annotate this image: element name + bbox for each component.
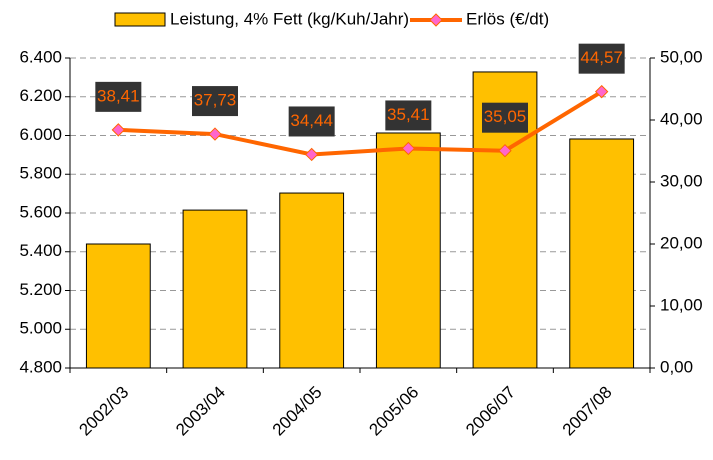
data-label-box: [385, 100, 432, 131]
legend-marker: [429, 13, 443, 27]
data-label: 35,05: [484, 107, 527, 126]
marker: [594, 84, 609, 99]
marker: [304, 147, 319, 162]
y2-tick-label: 20,00: [660, 233, 703, 252]
data-label-box: [192, 86, 238, 117]
data-label: 35,41: [387, 105, 430, 124]
data-label: 37,73: [194, 91, 237, 110]
data-label: 34,44: [290, 111, 333, 130]
y-tick-label: 5.400: [19, 241, 62, 260]
y2-tick-label: 10,00: [660, 295, 703, 314]
y-tick-label: 6.200: [19, 86, 62, 105]
y2-tick-label: 50,00: [660, 47, 703, 66]
y-tick-label: 6.000: [19, 125, 62, 144]
data-label-box: [482, 102, 528, 133]
y-tick-label: 5.200: [19, 280, 62, 299]
marker: [401, 141, 416, 156]
y-tick-label: 4.800: [19, 357, 62, 376]
bar: [375, 132, 441, 369]
y2-tick-label: 30,00: [660, 171, 703, 190]
legend-label: Leistung, 4% Fett (kg/Kuh/Jahr): [170, 9, 409, 28]
data-label: 44,57: [580, 48, 623, 67]
data-label: 38,41: [97, 86, 140, 105]
bar: [85, 243, 151, 369]
y-tick-label: 5.800: [19, 164, 62, 183]
data-label-box: [288, 106, 335, 137]
marker: [111, 123, 126, 137]
line: [118, 89, 603, 157]
y-tick-label: 6.400: [19, 47, 62, 66]
x-tick-label: 2007/08: [559, 383, 616, 440]
x-tick-label: 2006/07: [462, 383, 519, 440]
marker: [498, 143, 512, 158]
y2-tick-label: 40,00: [660, 109, 703, 128]
legend-swatch: [114, 12, 166, 27]
bar: [182, 209, 248, 369]
x-tick-label: 2004/05: [269, 383, 326, 440]
bar: [569, 138, 635, 369]
y-tick-label: 5.000: [19, 319, 62, 338]
data-label-box: [578, 43, 625, 74]
y-tick-label: 5.600: [19, 202, 62, 221]
data-label-box: [95, 81, 142, 112]
legend-label: Erlös (€/dt): [466, 9, 549, 28]
x-tick-label: 2003/04: [172, 383, 229, 440]
x-tick-label: 2005/06: [365, 383, 422, 440]
bar: [279, 192, 345, 369]
y2-tick-label: 0,00: [660, 357, 693, 376]
x-tick-label: 2002/03: [75, 383, 132, 440]
marker: [208, 127, 222, 141]
